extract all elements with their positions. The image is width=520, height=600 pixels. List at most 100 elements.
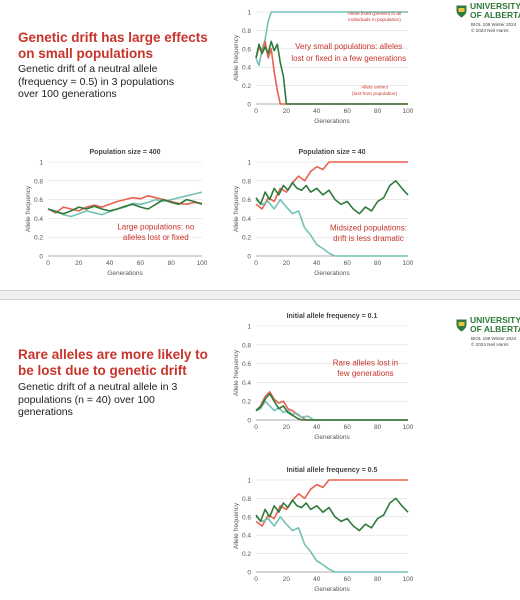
slide-separator <box>0 290 520 300</box>
chart-title: Initial allele frequency = 0.1 <box>287 313 378 320</box>
y-tick-label: 0 <box>247 418 251 425</box>
chart-population-400: 0 0.2 0.4 0.6 0.8 1 0 20 40 60 80 100 Generations All… <box>25 149 208 277</box>
chart-annotation: Very small populations: alleles <box>295 42 402 51</box>
y-tick-label: 0 <box>39 254 43 261</box>
x-axis-label: Generations <box>314 118 350 125</box>
y-tick-label: 0 <box>247 254 251 261</box>
x-axis-label: Generations <box>107 270 143 277</box>
chart-title: Initial allele frequency = 0.5 <box>287 467 378 474</box>
y-tick-label: 0.2 <box>242 235 251 242</box>
slide-genetic-drift-small-populations: Genetic drift has large effects on small… <box>0 0 520 290</box>
chart-annotation: Allele extinct <box>361 84 389 90</box>
chart-annotation: drift is less dramatic <box>333 234 404 243</box>
x-tick-label: 40 <box>313 576 321 583</box>
y-tick-label: 0.6 <box>242 197 251 204</box>
series-line-3 <box>255 497 409 532</box>
y-tick-label: 0.4 <box>34 216 43 223</box>
slide1-subtext: Genetic drift of a neutral allele (frequ… <box>18 63 175 100</box>
series-line-3 <box>47 198 203 215</box>
x-tick-label: 100 <box>197 260 208 267</box>
x-tick-label: 80 <box>168 260 176 267</box>
y-tick-label: 0.6 <box>242 361 251 368</box>
x-tick-label: 20 <box>283 576 291 583</box>
y-tick-label: 0.4 <box>242 216 251 223</box>
y-tick-label: 0.2 <box>242 399 251 406</box>
y-tick-label: 0.4 <box>242 65 251 72</box>
y-tick-label: 0.8 <box>242 178 251 185</box>
y-tick-label: 1 <box>247 10 251 17</box>
x-tick-label: 100 <box>403 576 414 583</box>
chart-initial-frequency-0.1: 0 0.2 0.4 0.6 0.8 1 0 20 40 60 80 100 Generations All… <box>233 313 414 441</box>
x-axis-label: Generations <box>314 586 350 593</box>
chart-annotation: few generations <box>337 369 393 378</box>
y-axis-label: Allele frequency <box>25 185 32 232</box>
slide2-subtext: Genetic drift of a neutral allele in 3 p… <box>18 381 178 418</box>
series-line-3 <box>255 392 408 421</box>
shield-icon <box>456 5 467 17</box>
y-tick-label: 0 <box>247 102 251 109</box>
slide2-headline: Rare alleles are more likely to be lost … <box>18 347 208 378</box>
series-line-2 <box>255 516 408 573</box>
chart-small-populations: 0 0.2 0.4 0.6 0.8 1 0 20 40 60 80 100 Generations All… <box>233 10 414 126</box>
chart-annotation: individuals in population) <box>348 17 401 23</box>
y-tick-label: 1 <box>247 160 251 167</box>
course-credit: BIOL 108 Winter 2024 © 2024 Neil Harris <box>471 336 517 347</box>
x-tick-label: 80 <box>374 424 382 431</box>
y-tick-label: 0.8 <box>34 178 43 185</box>
y-tick-label: 1 <box>247 324 251 331</box>
series-line-1 <box>47 191 203 218</box>
x-tick-label: 60 <box>137 260 145 267</box>
y-tick-label: 0.2 <box>242 551 251 558</box>
y-tick-label: 0.6 <box>242 514 251 521</box>
x-tick-label: 60 <box>344 576 352 583</box>
x-tick-label: 20 <box>75 260 83 267</box>
university-logo-2: UNIVERSITY OF ALBERTA BIOL 108 Winter 20… <box>456 316 520 348</box>
x-tick-label: 40 <box>106 260 114 267</box>
series-line-3 <box>255 40 408 105</box>
x-tick-label: 20 <box>283 108 291 115</box>
university-logo: UNIVERSITY OF ALBERTA BIOL 108 Winter 20… <box>456 2 520 34</box>
x-tick-label: 20 <box>283 260 291 267</box>
x-tick-label: 40 <box>313 424 321 431</box>
y-tick-label: 0.4 <box>242 533 251 540</box>
y-tick-label: 1 <box>247 478 251 485</box>
slide-rare-alleles: Rare alleles are more likely to be lost … <box>0 300 520 600</box>
y-axis-label: Allele frequency <box>233 349 240 396</box>
chart-annotation: Rare alleles lost in <box>333 358 398 367</box>
series-line-3 <box>255 180 409 215</box>
x-tick-label: 80 <box>374 576 382 583</box>
university-name: UNIVERSITY OF ALBERTA <box>470 315 520 334</box>
x-tick-label: 100 <box>403 260 414 267</box>
x-tick-label: 0 <box>254 424 258 431</box>
series-line-2 <box>255 198 408 257</box>
y-tick-label: 0.6 <box>242 46 251 53</box>
chart-annotation: Allele fixed (present in all <box>348 11 401 17</box>
y-tick-label: 0.2 <box>34 235 43 242</box>
y-tick-label: 0.6 <box>34 197 43 204</box>
y-tick-label: 0.8 <box>242 342 251 349</box>
series-line-1 <box>255 11 408 67</box>
chart-initial-frequency-0.5: 0 0.2 0.4 0.6 0.8 1 0 20 40 60 80 100 Generations All… <box>233 467 414 593</box>
x-tick-label: 60 <box>344 424 352 431</box>
chart-title: Population size = 40 <box>298 149 365 156</box>
x-axis-label: Generations <box>314 270 350 277</box>
y-tick-label: 0.8 <box>242 496 251 503</box>
university-name: UNIVERSITY OF ALBERTA <box>470 1 520 20</box>
chart-annotation: (lost from population) <box>352 91 397 97</box>
x-tick-label: 60 <box>344 108 352 115</box>
slide1-headline: Genetic drift has large effects on small… <box>18 30 208 61</box>
x-tick-label: 60 <box>344 260 352 267</box>
y-axis-label: Allele frequency <box>233 502 240 549</box>
x-tick-label: 80 <box>374 108 382 115</box>
x-tick-label: 80 <box>374 260 382 267</box>
y-tick-label: 0 <box>247 570 251 577</box>
x-tick-label: 40 <box>313 108 321 115</box>
x-tick-label: 0 <box>46 260 50 267</box>
chart-population-40: 0 0.2 0.4 0.6 0.8 1 0 20 40 60 80 100 Generations All… <box>233 149 414 277</box>
x-axis-label: Generations <box>314 434 350 441</box>
chart-annotation: Large populations: no <box>117 223 195 232</box>
y-tick-label: 0.4 <box>242 380 251 387</box>
x-tick-label: 40 <box>313 260 321 267</box>
series-line-1 <box>255 391 408 421</box>
x-tick-label: 0 <box>254 108 258 115</box>
